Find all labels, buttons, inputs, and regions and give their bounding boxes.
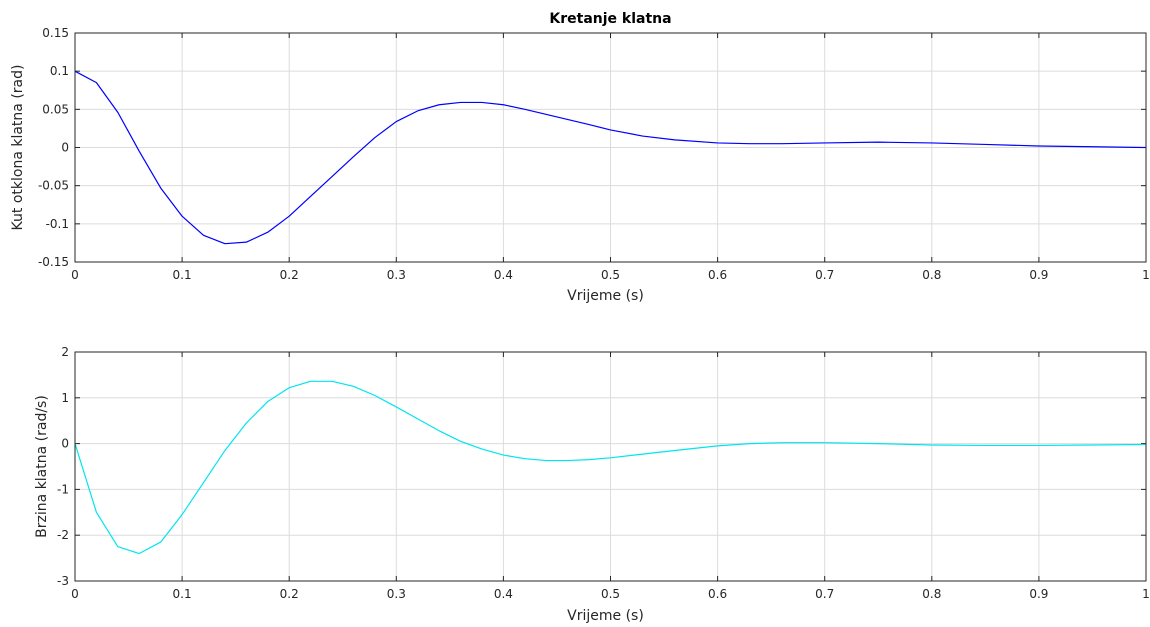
- x-tick-label: 0.5: [601, 587, 620, 601]
- y-tick-label: -2: [57, 528, 69, 542]
- y-axis-label: Kut otklona klatna (rad): [10, 65, 26, 231]
- x-tick-label: 0.4: [494, 587, 513, 601]
- x-tick-label: 0.6: [708, 268, 727, 282]
- series-line-1-1: [74, 70, 1147, 245]
- x-tick-label: 0.4: [494, 268, 513, 282]
- x-tick-label: 0.2: [280, 268, 299, 282]
- axes-box-2: [74, 351, 1147, 582]
- x-tick-label: 0: [71, 587, 79, 601]
- y-axis-label: Brzina klatna (rad/s): [34, 395, 50, 538]
- x-tick-label: 0.9: [1029, 268, 1048, 282]
- y-tick-label: 0: [61, 141, 69, 155]
- y-tick-label: 0: [61, 437, 69, 451]
- y-tick-label: -3: [57, 574, 69, 588]
- x-tick-label: 0.3: [387, 268, 406, 282]
- x-tick-label: 0.1: [173, 587, 192, 601]
- y-tick-label: 2: [61, 345, 69, 359]
- x-tick-label: 1: [1142, 268, 1150, 282]
- y-tick-label: 1: [61, 391, 69, 405]
- x-tick-label: 0.6: [708, 587, 727, 601]
- x-tick-label: 0.5: [601, 268, 620, 282]
- subplot-2: 0 0.1 0.2 0.3 0.4 0.5 0.6 0.7 0.8 0.9 1 -3 -2 -1 0 1 2 Vr…: [34, 345, 1150, 624]
- x-axis-label: Vrijeme (s): [567, 608, 644, 624]
- x-tick-label: 0.7: [815, 268, 834, 282]
- x-tick-label: 0.7: [815, 587, 834, 601]
- y-tick-label: -1: [57, 482, 69, 496]
- x-tick-label: 0.2: [280, 587, 299, 601]
- y-tick-label: 0.05: [42, 102, 69, 116]
- x-tick-label: 0.8: [922, 268, 941, 282]
- y-tick-label: 0.15: [42, 26, 69, 40]
- series-line-2-1: [74, 380, 1147, 555]
- x-tick-label: 0.8: [922, 587, 941, 601]
- x-tick-label: 0.9: [1029, 587, 1048, 601]
- y-tick-label: -0.15: [38, 255, 69, 269]
- chart-title: Kretanje klatna: [549, 11, 671, 27]
- y-tick-label: -0.1: [46, 217, 69, 231]
- y-tick-label: -0.05: [38, 179, 69, 193]
- y-tick-label: 0.1: [50, 64, 69, 78]
- axes-box-1: [74, 32, 1147, 263]
- x-axis-label: Vrijeme (s): [567, 288, 644, 304]
- x-tick-label: 0: [71, 268, 79, 282]
- subplot-1: 0 0.1 0.2 0.3 0.4 0.5 0.6 0.7 0.8 0.9 1 -0.15 -0.1 -0…: [10, 11, 1150, 304]
- x-tick-label: 1: [1142, 587, 1150, 601]
- x-tick-label: 0.3: [387, 587, 406, 601]
- x-tick-label: 0.1: [173, 268, 192, 282]
